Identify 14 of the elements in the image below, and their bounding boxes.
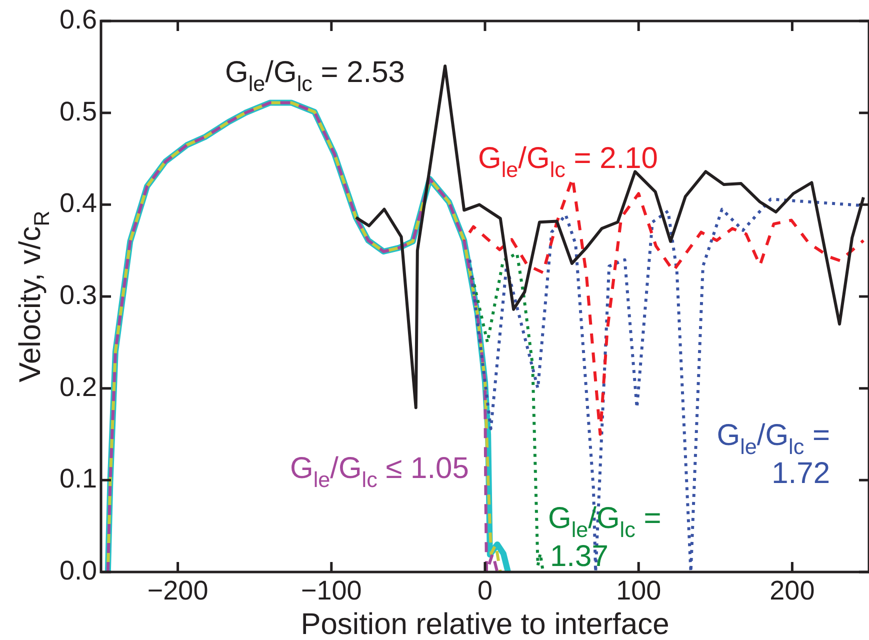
y-tick-label: 0.2 (59, 372, 97, 402)
x-axis-title: Position relative to interface (300, 608, 670, 640)
x-tick-label: −100 (300, 576, 362, 606)
y-tick-label: 0.5 (59, 96, 97, 126)
y-tick-label: 0.3 (59, 280, 97, 310)
x-tick-label: −200 (147, 576, 208, 606)
y-tick-label: 0.1 (59, 464, 97, 494)
x-tick-label: 0 (477, 576, 493, 606)
x-tick-label: 200 (770, 576, 815, 606)
y-tick-label: 0.4 (59, 188, 97, 218)
y-tick-label: 0.6 (59, 4, 97, 34)
y-tick-label: 0.0 (59, 555, 97, 586)
y-axis-title: Velocity, v/cR (14, 210, 54, 382)
x-tick-label: 100 (616, 576, 662, 606)
